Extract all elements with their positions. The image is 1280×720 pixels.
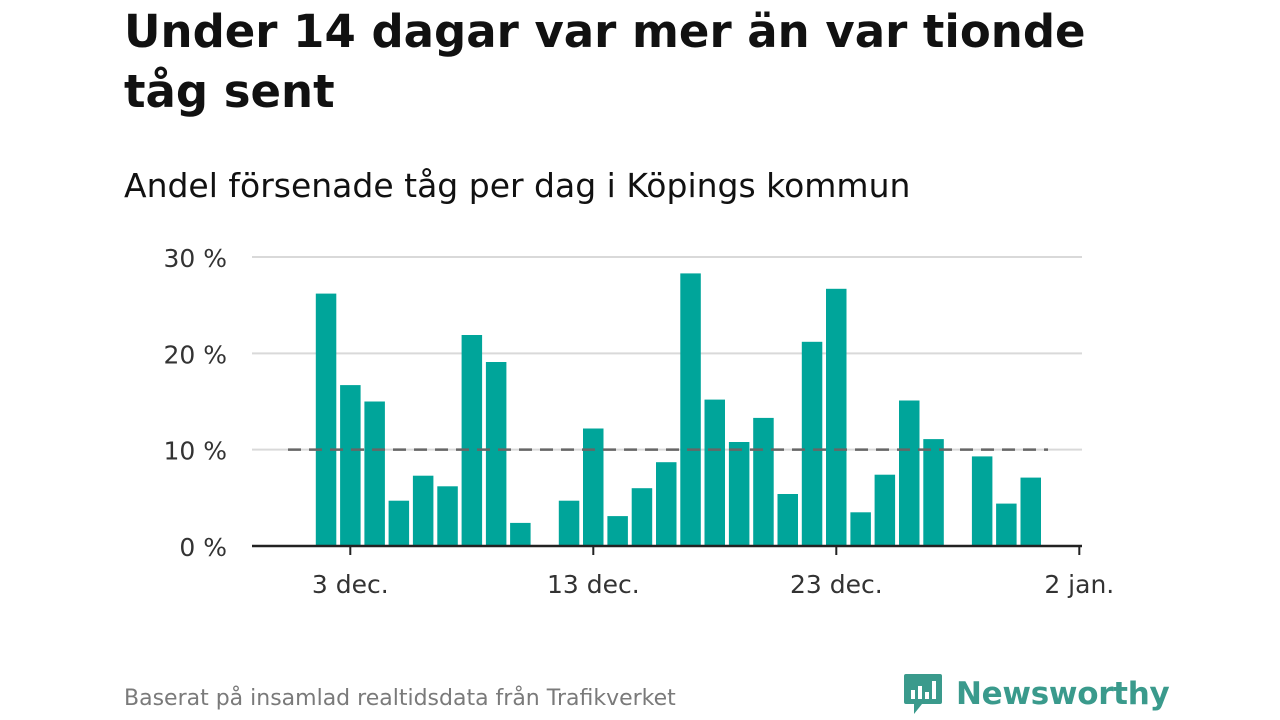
bar	[971, 456, 993, 546]
bar	[315, 293, 337, 546]
bar	[607, 516, 628, 546]
x-tick-label: 2 jan.	[1044, 570, 1114, 599]
y-tick-label: 10 %	[163, 437, 227, 466]
chart-subtitle: Andel försenade tåg per dag i Köpings ko…	[124, 166, 911, 205]
source-note: Baserat på insamlad realtidsdata från Tr…	[124, 686, 676, 711]
bar	[656, 462, 677, 546]
bar	[899, 400, 920, 546]
bar	[364, 401, 385, 546]
x-tick-label: 13 dec.	[547, 570, 640, 599]
bar	[631, 488, 653, 546]
bar	[461, 335, 483, 546]
bar	[777, 494, 798, 546]
bar	[583, 428, 604, 546]
bar	[510, 522, 531, 546]
bar	[728, 442, 750, 546]
bar	[558, 500, 580, 546]
bar-chart: 0 % 10 % 20 % 30 % 3 dec. 13 dec. 23 dec. 2 jan…	[163, 244, 1114, 599]
bar	[874, 474, 896, 546]
bar	[437, 486, 458, 546]
chart-title: Under 14 dagar var mer än var tionde tåg…	[124, 5, 1086, 118]
x-tick-label: 3 dec.	[312, 570, 389, 599]
bar	[485, 362, 507, 546]
bar	[923, 439, 944, 546]
bar	[850, 512, 871, 546]
bar	[412, 475, 434, 546]
bar	[1020, 477, 1041, 546]
y-tick-label: 30 %	[163, 244, 227, 273]
y-tick-label: 0 %	[179, 533, 227, 562]
brand-name: Newsworthy	[956, 676, 1170, 712]
y-tick-label: 20 %	[163, 340, 227, 369]
bar	[388, 500, 410, 546]
bar	[753, 417, 774, 546]
bar	[996, 503, 1017, 546]
chat-bubble-chart-icon	[904, 674, 942, 714]
bar	[680, 273, 701, 546]
brand-logo: Newsworthy	[902, 672, 1170, 716]
x-tick-label: 23 dec.	[790, 570, 883, 599]
bar	[801, 341, 823, 546]
bar	[826, 288, 847, 546]
bar	[704, 399, 725, 546]
bar	[340, 385, 361, 546]
